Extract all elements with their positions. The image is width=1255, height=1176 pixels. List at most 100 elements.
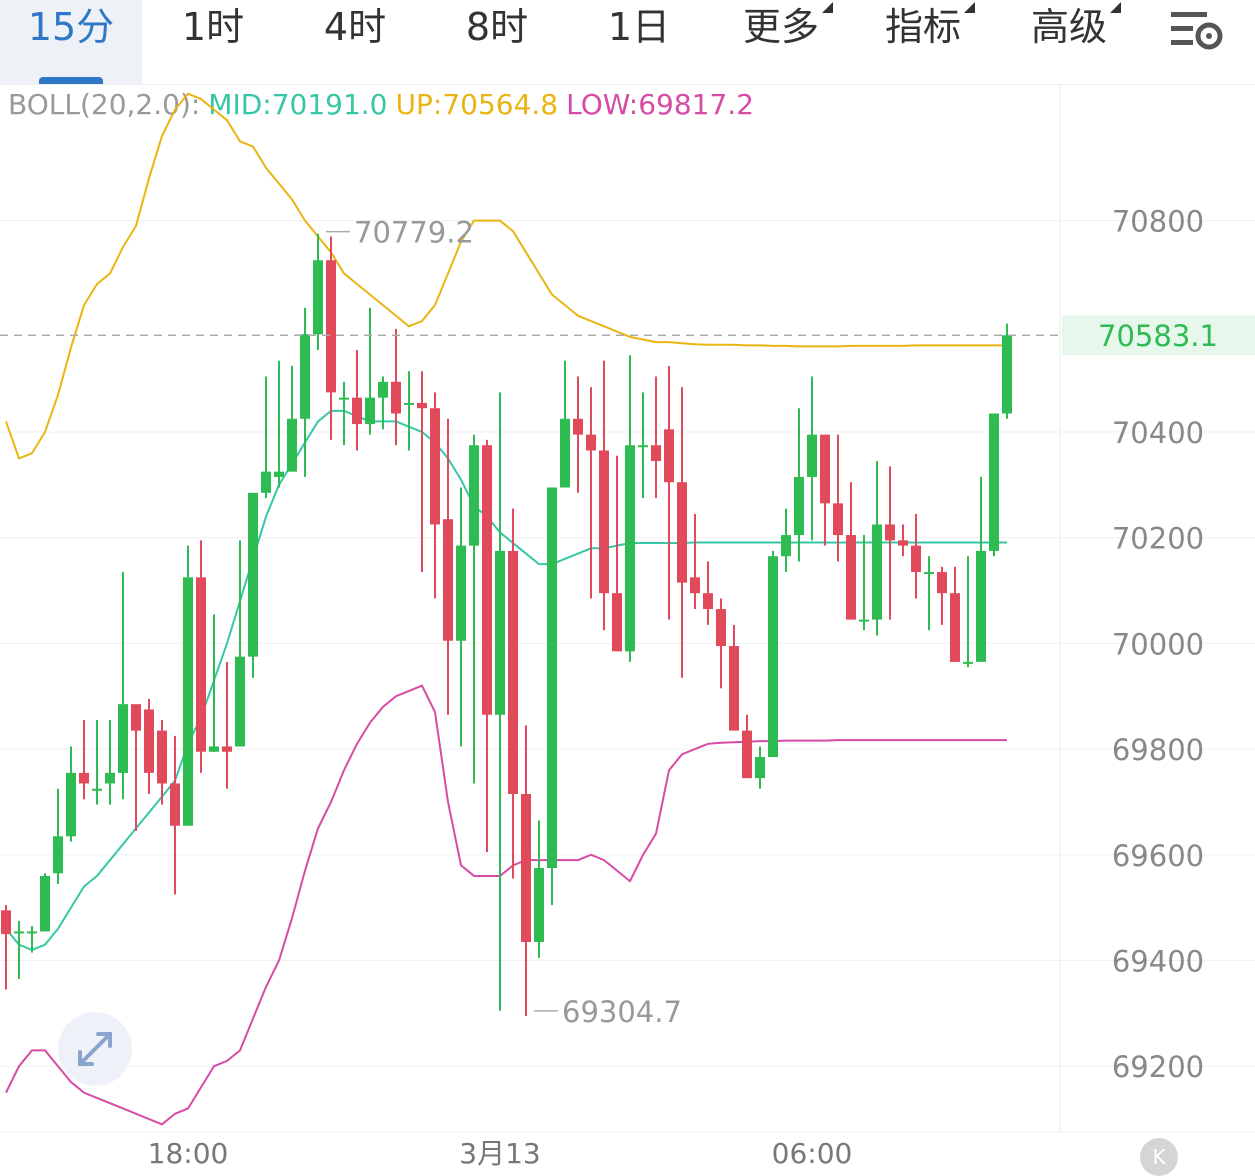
candle-body-up xyxy=(794,476,804,536)
tab-8h[interactable]: 8时 xyxy=(426,0,568,84)
candle-body-down xyxy=(677,482,687,583)
boll-up-value: UP:70564.8 xyxy=(395,88,559,121)
active-tab-indicator xyxy=(39,77,103,84)
y-tick-label: 69400 xyxy=(1112,945,1204,979)
candle-body-down xyxy=(651,445,661,462)
boll-low-line xyxy=(5,684,1007,1126)
candle-body-up xyxy=(339,397,349,400)
candle-body-up xyxy=(183,577,193,826)
candle-body-up xyxy=(469,445,479,546)
candle-body-up xyxy=(963,661,973,664)
candle-body-down xyxy=(911,545,921,573)
tab-label-wrap: 高级 xyxy=(1030,2,1121,49)
tab-label: 更多 xyxy=(742,5,819,49)
candle-body-up xyxy=(14,931,24,934)
candle-body-up xyxy=(755,757,765,779)
candle-body-up xyxy=(261,471,271,493)
tab-label: 1时 xyxy=(181,5,245,49)
candle-body-up xyxy=(859,619,869,622)
y-tick-label: 69800 xyxy=(1112,733,1204,767)
y-tick-label: 69200 xyxy=(1112,1050,1204,1084)
candle-body-down xyxy=(885,524,895,541)
candle-body-up xyxy=(66,772,76,837)
tab-4h[interactable]: 4时 xyxy=(284,0,426,84)
candle-body-up xyxy=(807,434,817,477)
candle-body-down xyxy=(898,540,908,546)
candle-body-up xyxy=(300,334,310,419)
boll-name: BOLL(20,2.0): xyxy=(8,88,201,121)
candle-body-up xyxy=(989,413,999,551)
candle-body-down xyxy=(586,434,596,451)
candle-body-up xyxy=(118,704,128,773)
tab-label: 4时 xyxy=(323,5,387,49)
candle-body-down xyxy=(833,503,843,536)
boll-low-value: LOW:69817.2 xyxy=(566,88,755,121)
tab-label: 15分 xyxy=(27,5,115,49)
candle-body-down xyxy=(131,704,141,731)
candle-body-down xyxy=(170,783,180,826)
tab-label: 8时 xyxy=(465,5,529,49)
x-tick-label: 06:00 xyxy=(772,1137,853,1168)
candle-body-down xyxy=(326,260,336,393)
candle-body-up xyxy=(209,746,219,752)
candle-body-up xyxy=(40,875,50,932)
tab-label: 高级 xyxy=(1030,5,1107,49)
candle-body-up xyxy=(313,260,323,335)
boll-mid-value: MID:70191.0 xyxy=(208,88,388,121)
tab-1d[interactable]: 1日 xyxy=(568,0,710,84)
last-price-tag xyxy=(1062,315,1255,356)
tab-1h[interactable]: 1时 xyxy=(142,0,284,84)
candle-body-down xyxy=(508,550,518,795)
candle-body-down xyxy=(690,577,700,594)
tab-indicators[interactable]: 指标 xyxy=(852,0,994,84)
candle-body-down xyxy=(612,593,622,652)
candle-body-down xyxy=(417,402,427,409)
candle-body-up xyxy=(638,445,648,448)
candle-body-up xyxy=(534,868,544,943)
low-annotation: 69304.7 xyxy=(562,995,682,1029)
y-tick-label: 70400 xyxy=(1112,416,1204,450)
last-price-label: 70583.1 xyxy=(1098,319,1218,353)
candle-body-up xyxy=(495,550,505,715)
candle-body-up xyxy=(924,572,934,575)
candle-body-up xyxy=(92,788,102,791)
candle-body-up xyxy=(1002,335,1012,414)
candle-body-down xyxy=(430,408,440,525)
tab-label: 指标 xyxy=(884,5,961,49)
k-logo-badge: K xyxy=(1140,1138,1178,1176)
y-tick-label: 70800 xyxy=(1112,205,1204,239)
dropdown-triangle-icon xyxy=(964,2,975,13)
candle-body-up xyxy=(560,418,570,488)
candle-body-up xyxy=(872,524,882,620)
candle-body-up xyxy=(287,418,297,472)
x-tick-label: 18:00 xyxy=(148,1137,229,1168)
candlestick-chart[interactable]: 70800 70400 70200 70000 69800 69600 69400 69200… xyxy=(0,84,1255,1168)
candle-body-down xyxy=(391,381,401,414)
candle-body-up xyxy=(274,471,284,477)
candle-body-up xyxy=(248,492,258,657)
boll-indicator-legend: BOLL(20,2.0): MID:70191.0 UP:70564.8 LOW:69… xyxy=(8,88,762,121)
candle-body-down xyxy=(820,434,830,504)
candle-body-down xyxy=(222,746,232,752)
candle-body-up xyxy=(235,656,245,747)
boll-mid-line xyxy=(5,409,1007,952)
chart-settings-icon[interactable] xyxy=(1165,6,1229,54)
candle-body-up xyxy=(781,535,791,557)
candle-body-up xyxy=(53,836,63,874)
candle-body-up xyxy=(768,556,778,758)
candle-body-up xyxy=(27,931,37,934)
expand-chart-button[interactable] xyxy=(58,1012,132,1086)
candle-body-down xyxy=(482,445,492,715)
candle-body-down xyxy=(703,593,713,610)
tab-more[interactable]: 更多 xyxy=(710,0,852,84)
y-tick-label: 70200 xyxy=(1112,522,1204,556)
candle-body-down xyxy=(196,577,206,752)
tab-15m[interactable]: 15分 xyxy=(0,0,142,84)
candle-body-down xyxy=(352,397,362,425)
candle-body-down xyxy=(716,609,726,647)
candle-body-down xyxy=(443,519,453,641)
candle-body-down xyxy=(573,418,583,435)
candle-body-down xyxy=(846,535,856,620)
tab-advanced[interactable]: 高级 xyxy=(994,0,1144,84)
candle-body-down xyxy=(950,593,960,662)
